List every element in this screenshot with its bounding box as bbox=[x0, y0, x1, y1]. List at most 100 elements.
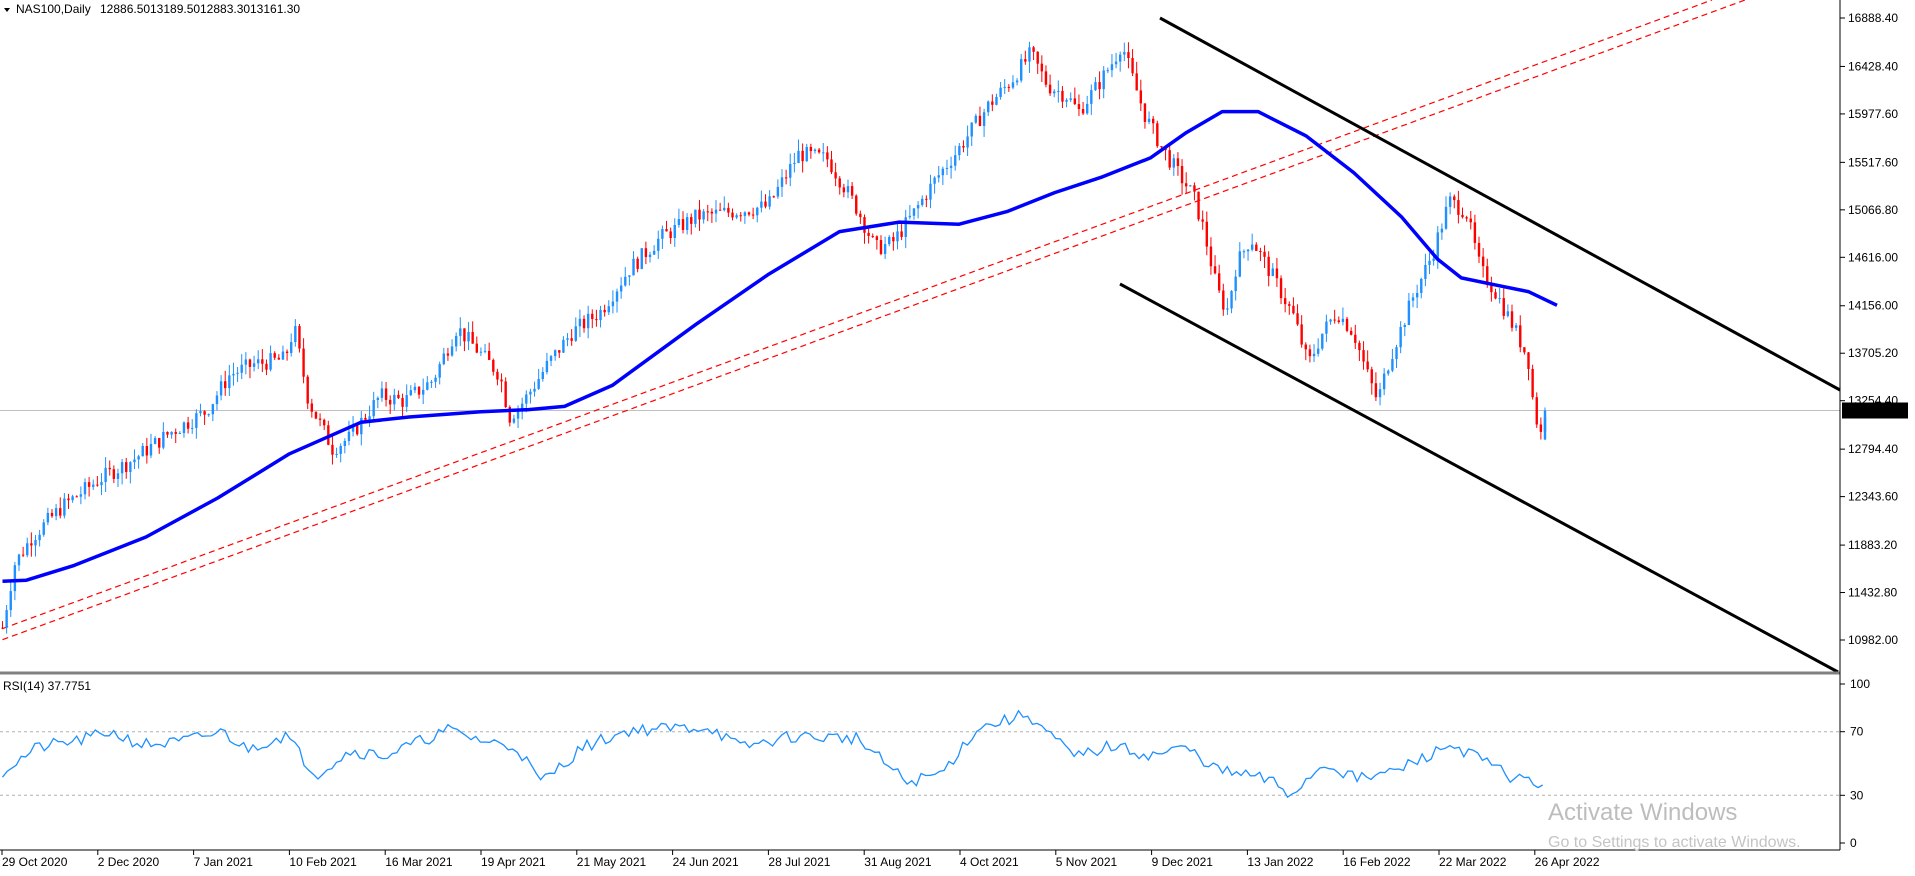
candle[interactable] bbox=[195, 409, 198, 439]
candle[interactable] bbox=[335, 447, 338, 458]
candle[interactable] bbox=[42, 519, 45, 537]
candle[interactable] bbox=[310, 398, 314, 418]
candle[interactable] bbox=[50, 509, 54, 518]
candle[interactable] bbox=[908, 205, 912, 220]
candle[interactable] bbox=[1255, 242, 1258, 252]
candle[interactable] bbox=[1073, 87, 1077, 106]
candle[interactable] bbox=[145, 437, 149, 464]
candle[interactable] bbox=[376, 396, 380, 409]
candle[interactable] bbox=[1498, 287, 1501, 304]
candle[interactable] bbox=[723, 196, 726, 212]
candle[interactable] bbox=[1387, 369, 1390, 376]
candle[interactable] bbox=[1242, 249, 1246, 259]
candle[interactable] bbox=[669, 227, 672, 244]
candle[interactable] bbox=[1201, 210, 1204, 230]
candle[interactable] bbox=[384, 382, 388, 407]
candle[interactable] bbox=[591, 309, 594, 329]
candle[interactable] bbox=[59, 497, 62, 519]
candle[interactable] bbox=[822, 142, 825, 162]
candle[interactable] bbox=[892, 232, 895, 251]
candle[interactable] bbox=[1465, 215, 1468, 222]
candle[interactable] bbox=[116, 468, 120, 487]
candle[interactable] bbox=[1440, 223, 1444, 240]
candle[interactable] bbox=[426, 376, 429, 391]
candle[interactable] bbox=[1193, 182, 1196, 201]
candle[interactable] bbox=[1349, 327, 1353, 336]
candle[interactable] bbox=[982, 108, 986, 137]
candle[interactable] bbox=[421, 378, 425, 405]
candle[interactable] bbox=[401, 393, 404, 418]
candle[interactable] bbox=[79, 486, 83, 505]
candle[interactable] bbox=[500, 373, 503, 393]
candle[interactable] bbox=[30, 532, 33, 557]
candle[interactable] bbox=[850, 181, 854, 200]
candle[interactable] bbox=[665, 220, 668, 232]
candle[interactable] bbox=[1213, 255, 1217, 275]
candle[interactable] bbox=[1510, 304, 1514, 332]
candle[interactable] bbox=[129, 461, 132, 484]
red-trendline[interactable] bbox=[2, 0, 1713, 630]
candle[interactable] bbox=[661, 225, 664, 249]
candle[interactable] bbox=[393, 388, 396, 411]
candle[interactable] bbox=[67, 493, 70, 509]
candle[interactable] bbox=[731, 208, 734, 221]
candle[interactable] bbox=[1032, 45, 1035, 61]
candle[interactable] bbox=[228, 364, 231, 396]
candle[interactable] bbox=[1304, 342, 1307, 361]
candle[interactable] bbox=[1502, 288, 1505, 320]
candle[interactable] bbox=[978, 106, 982, 127]
candle[interactable] bbox=[463, 328, 466, 352]
candle[interactable] bbox=[17, 553, 21, 572]
candle[interactable] bbox=[294, 319, 297, 347]
candle[interactable] bbox=[871, 233, 874, 239]
candle[interactable] bbox=[756, 206, 759, 223]
candle[interactable] bbox=[182, 421, 186, 438]
candle[interactable] bbox=[1, 621, 4, 630]
candle[interactable] bbox=[805, 143, 808, 162]
candle[interactable] bbox=[710, 208, 714, 223]
candle[interactable] bbox=[137, 454, 140, 469]
candle[interactable] bbox=[772, 195, 775, 198]
candle[interactable] bbox=[1345, 316, 1349, 333]
candle[interactable] bbox=[211, 403, 215, 422]
candle[interactable] bbox=[1469, 211, 1472, 230]
candle[interactable] bbox=[1040, 55, 1044, 82]
candle[interactable] bbox=[698, 200, 701, 231]
candle[interactable] bbox=[492, 358, 495, 376]
candle[interactable] bbox=[9, 580, 12, 617]
candle[interactable] bbox=[768, 190, 771, 210]
candle[interactable] bbox=[1077, 94, 1081, 116]
candle[interactable] bbox=[96, 475, 99, 487]
candle[interactable] bbox=[657, 230, 660, 259]
candle[interactable] bbox=[970, 122, 973, 147]
candle[interactable] bbox=[1494, 288, 1497, 300]
candle[interactable] bbox=[582, 315, 586, 333]
candle[interactable] bbox=[545, 352, 549, 375]
candle[interactable] bbox=[54, 504, 58, 521]
candle[interactable] bbox=[1461, 207, 1464, 219]
candle[interactable] bbox=[339, 443, 342, 463]
candle[interactable] bbox=[1519, 315, 1522, 353]
candle[interactable] bbox=[718, 202, 722, 211]
candle[interactable] bbox=[1106, 67, 1110, 74]
candle[interactable] bbox=[615, 288, 619, 313]
candle[interactable] bbox=[1391, 348, 1394, 373]
candle[interactable] bbox=[290, 333, 293, 357]
candle[interactable] bbox=[1205, 211, 1209, 256]
candle[interactable] bbox=[483, 343, 487, 354]
candle[interactable] bbox=[409, 385, 413, 397]
candle[interactable] bbox=[368, 405, 371, 428]
candle[interactable] bbox=[265, 359, 268, 376]
candle[interactable] bbox=[619, 277, 623, 299]
candle[interactable] bbox=[735, 213, 738, 220]
candle[interactable] bbox=[529, 388, 532, 404]
candle[interactable] bbox=[991, 94, 994, 112]
candle[interactable] bbox=[26, 537, 29, 558]
candle[interactable] bbox=[760, 190, 763, 213]
candle[interactable] bbox=[912, 208, 916, 220]
candle[interactable] bbox=[1514, 323, 1518, 332]
candle[interactable] bbox=[1415, 284, 1419, 309]
candle[interactable] bbox=[125, 457, 128, 479]
candle[interactable] bbox=[257, 350, 260, 370]
